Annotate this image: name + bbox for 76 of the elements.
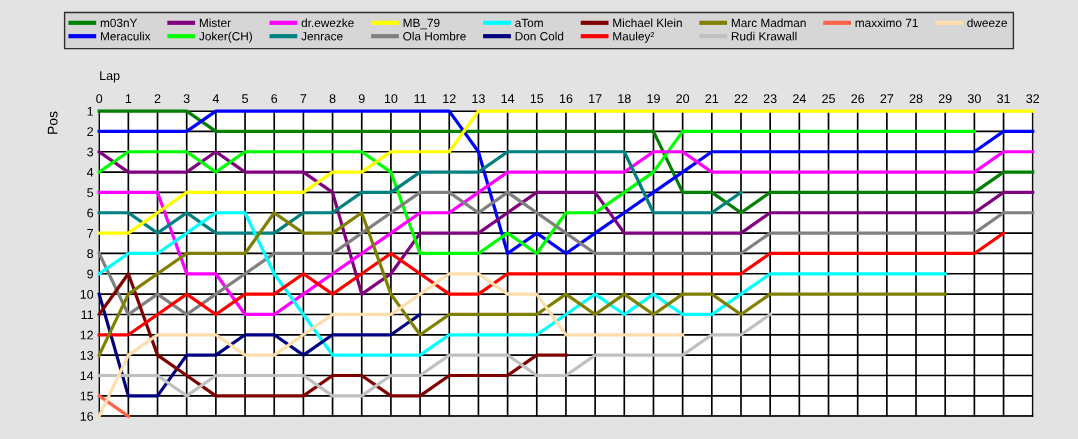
x-tick-label: 2 — [154, 94, 161, 103]
y-tick-label: 11 — [81, 310, 94, 319]
x-tick-label: 12 — [443, 94, 456, 103]
x-tick-label: 15 — [530, 94, 544, 104]
legend-label: Don Cold — [515, 31, 564, 41]
x-tick-label: 17 — [589, 94, 602, 103]
x-tick-label: 8 — [329, 94, 336, 104]
legend-label: MB_79 — [403, 18, 440, 30]
x-tick-label: 11 — [414, 94, 426, 103]
x-tick-label: 6 — [271, 94, 278, 104]
y-tick-label: 10 — [80, 289, 94, 299]
legend-label: Mister — [199, 18, 231, 28]
x-tick-label: 3 — [183, 94, 190, 104]
legend-label: maxximo 71 — [855, 18, 918, 28]
x-tick-label: 29 — [938, 94, 952, 104]
x-tick-label: 18 — [618, 94, 631, 104]
legend-label: Rudi Krawall — [731, 31, 797, 41]
y-tick-label: 5 — [87, 188, 94, 198]
x-tick-label: 28 — [909, 94, 923, 104]
x-tick-label: 31 — [997, 94, 1010, 104]
line-series — [97, 292, 422, 398]
x-axis-title: Lap — [100, 71, 120, 83]
legend-label: Jenrace — [301, 32, 343, 41]
x-tick-label: 16 — [559, 94, 573, 104]
x-tick-label: 23 — [763, 94, 777, 104]
line-series — [97, 150, 743, 235]
y-tick-label: 16 — [80, 411, 94, 421]
line-series — [97, 272, 568, 398]
legend-label: dr.ewezke — [301, 18, 354, 28]
legend-label: aTom — [515, 18, 543, 28]
y-tick-label: 3 — [87, 147, 94, 157]
x-tick-label: 32 — [1026, 94, 1040, 104]
x-tick-label: 19 — [647, 94, 660, 104]
line-series — [97, 211, 947, 357]
y-tick-label: 6 — [87, 208, 94, 218]
y-tick-label: 9 — [87, 269, 94, 279]
x-tick-label: 24 — [793, 94, 806, 103]
x-tick-label: 10 — [384, 94, 398, 104]
y-tick-label: 15 — [80, 391, 94, 401]
line-series — [97, 190, 1035, 317]
line-series — [97, 312, 772, 398]
x-tick-label: 14 — [501, 94, 515, 103]
x-tick-label: 22 — [734, 94, 748, 103]
x-tick-label: 9 — [358, 94, 365, 104]
x-tick-label: 13 — [472, 94, 485, 104]
x-tick-label: 21 — [705, 94, 719, 103]
legend-label: Meraculix — [100, 31, 151, 41]
y-tick-label: 1 — [87, 107, 94, 116]
y-tick-label: 4 — [86, 168, 94, 177]
x-tick-label: 26 — [851, 94, 865, 104]
x-tick-label: 5 — [242, 94, 248, 104]
y-tick-label: 2 — [87, 127, 93, 136]
legend-label: Marc Madman — [731, 18, 806, 28]
line-series — [97, 272, 685, 418]
line-series — [97, 231, 1006, 337]
legend-label: Michael Klein — [613, 18, 682, 28]
x-tick-label: 0 — [96, 94, 103, 104]
legend-label: dweeze — [967, 18, 1007, 28]
y-tick-label: 14 — [80, 371, 94, 381]
y-tick-label: 8 — [87, 249, 94, 259]
x-tick-label: 27 — [880, 94, 894, 103]
x-tick-label: 7 — [300, 94, 307, 103]
x-tick-label: 20 — [676, 94, 690, 104]
legend-label: Ola Hombre — [403, 31, 466, 41]
line-series — [97, 129, 976, 256]
y-tick-label: 13 — [80, 350, 94, 360]
y-tick-label: 12 — [80, 330, 93, 340]
y-axis-title: Pos — [47, 111, 58, 134]
legend-label: Mauley² — [613, 31, 655, 43]
legend-label: Joker(CH) — [199, 31, 252, 43]
y-tick-label: 7 — [87, 229, 93, 238]
legend-label: m03nY — [100, 18, 138, 28]
x-tick-label: 30 — [967, 94, 981, 104]
x-tick-label: 1 — [125, 94, 132, 103]
x-tick-label: 25 — [822, 94, 835, 104]
x-tick-label: 4 — [212, 94, 219, 103]
